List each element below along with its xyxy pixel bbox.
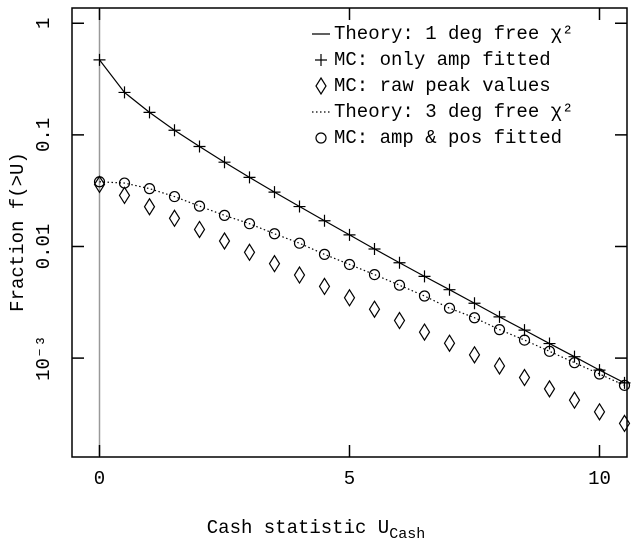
y-tick-label: 10⁻³ [33, 335, 55, 381]
diamond-marker [518, 368, 531, 387]
plus-marker [193, 140, 206, 153]
plus-marker [418, 270, 431, 283]
x-axis-label: Cash statistic UCash [207, 517, 425, 543]
diamond-marker [618, 414, 631, 433]
circle-marker [168, 190, 181, 203]
circle-marker [268, 228, 281, 240]
x-tick-label: 0 [94, 468, 105, 490]
diamond-marker [143, 197, 156, 216]
circle-marker [343, 258, 356, 271]
y-axis-label: Fraction f(>U) [7, 152, 29, 312]
circle-marker [443, 302, 456, 314]
diamond-marker [268, 254, 281, 273]
plus-marker [93, 53, 106, 66]
circle-marker [118, 177, 131, 189]
circle-marker [493, 324, 506, 336]
legend-label: MC: only amp fitted [334, 49, 551, 71]
plus-marker [493, 310, 506, 323]
plus-marker [468, 297, 481, 310]
plus-marker [243, 171, 256, 184]
circle-marker [543, 345, 556, 357]
diamond-marker [568, 391, 581, 410]
plus-marker [543, 337, 556, 350]
diamond-marker [393, 311, 406, 330]
circle-marker [293, 237, 306, 249]
plus-marker [143, 106, 156, 119]
diamond-marker [368, 300, 381, 319]
plus-marker [593, 364, 606, 377]
legend-label: MC: amp & pos fitted [334, 127, 562, 149]
plus-marker [368, 242, 381, 255]
diamond-marker [243, 243, 256, 262]
circle-marker [568, 357, 581, 369]
plus-marker [518, 324, 531, 337]
circle-marker [468, 312, 481, 324]
circle-marker [593, 368, 606, 380]
circle-marker [315, 132, 327, 144]
y-tick-label: 1 [33, 18, 55, 29]
theory-line [99, 181, 625, 386]
diamond-marker [493, 356, 506, 376]
y-tick-label: 0.01 [33, 224, 55, 270]
circle-marker [218, 209, 231, 221]
theory-line [99, 59, 625, 384]
circle-marker [393, 279, 406, 291]
diamond-marker [118, 186, 131, 205]
diamond-marker [543, 379, 556, 399]
circle-marker [93, 176, 106, 188]
x-tick-label: 10 [588, 468, 611, 490]
legend-label: Theory: 3 deg free χ² [334, 101, 573, 123]
diamond-marker [168, 209, 181, 228]
plus-marker [118, 86, 131, 99]
plus-marker [393, 256, 406, 269]
circle-marker [518, 334, 531, 346]
plus-marker [315, 54, 327, 66]
plus-marker [218, 156, 231, 169]
circle-marker [318, 248, 331, 260]
plus-marker [568, 350, 581, 363]
plus-marker [168, 124, 181, 137]
circle-marker [193, 200, 206, 212]
circle-marker [368, 268, 381, 281]
y-tick-label: 0.1 [33, 118, 55, 152]
x-label-main: Cash statistic U [207, 517, 389, 539]
diamond-marker [593, 402, 606, 421]
diamond-marker [193, 220, 206, 239]
diamond-marker [218, 231, 231, 251]
plus-marker [343, 228, 356, 241]
diamond-marker [315, 76, 327, 96]
plus-marker [443, 283, 456, 296]
plus-marker [318, 214, 331, 227]
circle-marker [418, 290, 431, 302]
legend-label: Theory: 1 deg free χ² [334, 23, 573, 45]
x-label-sub: Cash [389, 526, 425, 543]
diamond-marker [418, 322, 431, 342]
diamond-marker [343, 288, 356, 307]
circle-marker [243, 218, 256, 230]
plus-marker [293, 200, 306, 213]
diamond-marker [443, 334, 456, 353]
plus-marker [268, 186, 281, 199]
circle-marker [143, 183, 156, 195]
diamond-marker [318, 277, 331, 296]
legend-label: MC: raw peak values [334, 75, 551, 97]
circle-marker [618, 379, 631, 391]
x-tick-label: 5 [344, 468, 355, 490]
diamond-marker [93, 175, 106, 194]
diamond-marker [468, 345, 481, 364]
diamond-marker [293, 265, 306, 285]
